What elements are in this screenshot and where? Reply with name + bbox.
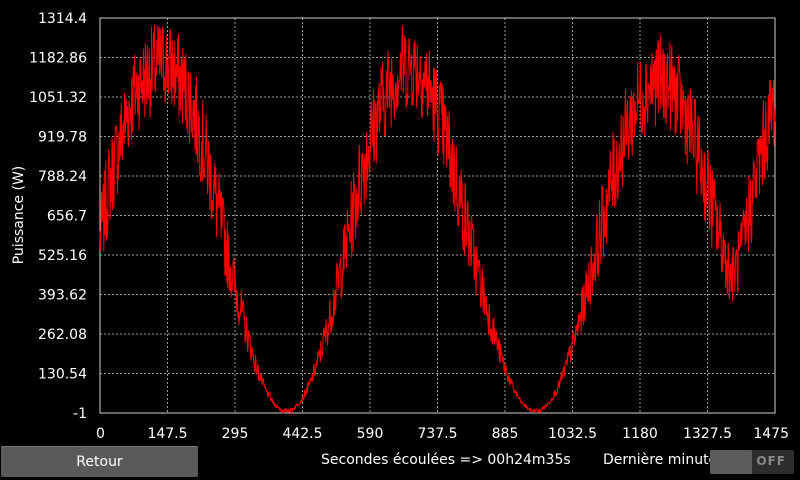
- y-tick-label: 1051.32: [29, 90, 87, 106]
- x-tick-label: 295: [222, 426, 249, 442]
- x-tick-label: 0: [96, 426, 105, 442]
- x-tick-label: 885: [492, 426, 519, 442]
- x-tick-label: 1032.5: [548, 426, 597, 442]
- x-tick-label: 442.5: [282, 426, 322, 442]
- y-axis-title: Puissance (W): [11, 166, 27, 265]
- plot-frame: [99, 17, 776, 414]
- y-tick-label: 262.08: [38, 327, 87, 343]
- bottom-bar: Retour Secondes écoulées => 00h24m35s De…: [0, 445, 800, 480]
- y-tick-label: 393.62: [38, 288, 87, 304]
- y-tick-label: 1182.86: [29, 51, 87, 67]
- y-tick-label: 656.7: [47, 209, 87, 225]
- y-tick-label: 525.16: [38, 248, 87, 264]
- y-tick-label: 788.24: [38, 169, 87, 185]
- back-button[interactable]: Retour: [1, 446, 198, 477]
- y-tick-label: 1314.4: [38, 11, 87, 27]
- x-tick-label: 1475: [753, 426, 789, 442]
- x-tick-label: 1180: [622, 426, 658, 442]
- y-tick-label: 130.54: [38, 367, 87, 383]
- y-tick-label: 919.78: [38, 130, 87, 146]
- x-tick-label: 590: [357, 426, 384, 442]
- x-tick-label: 737.5: [417, 426, 457, 442]
- y-axis-ticks: -1 130.54 262.08 393.62 525.16 656.7 788.24 919…: [29, 11, 87, 422]
- y-tick-label: -1: [73, 406, 87, 422]
- last-minute-toggle[interactable]: OFF: [710, 450, 794, 474]
- toggle-thumb[interactable]: [710, 450, 752, 474]
- x-tick-label: 1327.5: [683, 426, 732, 442]
- power-series-line: [99, 25, 776, 415]
- x-tick-label: 147.5: [147, 426, 187, 442]
- elapsed-time-label: Secondes écoulées => 00h24m35s: [321, 452, 571, 468]
- x-axis-ticks: 0 147.5 295 442.5 590 737.5 885 1032.5 1180 1327.…: [96, 426, 789, 442]
- chart-series-layer: [99, 25, 776, 415]
- power-chart: -1 130.54 262.08 393.62 525.16 656.7 788.24 919…: [11, 11, 789, 442]
- toggle-state-text: OFF: [756, 454, 786, 468]
- last-minute-label: Dernière minute: [603, 452, 718, 468]
